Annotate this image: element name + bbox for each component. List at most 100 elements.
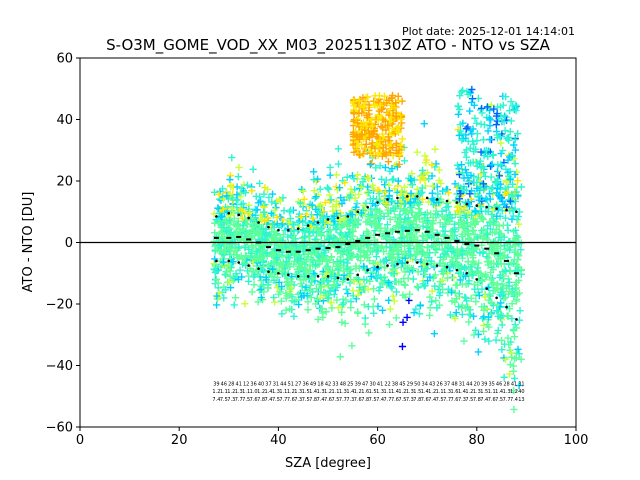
scatter-point xyxy=(498,207,506,215)
scatter-point xyxy=(327,298,335,307)
scatter-point xyxy=(495,233,503,242)
scatter-point xyxy=(376,162,384,170)
scatter-point xyxy=(344,222,352,230)
scatter-point xyxy=(338,234,347,242)
scatter-point xyxy=(481,172,489,181)
scatter-point xyxy=(322,308,330,316)
bin-annotation: 7.5 xyxy=(272,397,280,403)
scatter-point xyxy=(413,148,421,156)
scatter-point xyxy=(336,263,345,272)
scatter-point xyxy=(341,179,349,187)
scatter-point xyxy=(408,208,416,216)
scatter-point xyxy=(479,136,488,144)
scatter-point xyxy=(470,147,478,156)
scatter-point xyxy=(504,312,512,320)
scatter-point xyxy=(285,218,293,227)
scatter-point xyxy=(497,180,505,188)
scatter-point xyxy=(225,216,234,224)
bin-annotation: 7.6 xyxy=(488,397,496,403)
scatter-point xyxy=(259,262,268,271)
scatter-point xyxy=(512,106,520,115)
scatter-point xyxy=(426,293,434,301)
scatter-point xyxy=(359,94,367,102)
scatter-point xyxy=(211,268,219,277)
scatter-point xyxy=(320,242,328,251)
scatter-point xyxy=(400,157,409,165)
scatter-point xyxy=(504,334,512,342)
scatter-point xyxy=(512,235,520,244)
scatter-point xyxy=(510,405,518,414)
bin-annotation: 1.3 xyxy=(406,389,414,395)
scatter-point xyxy=(374,149,382,157)
std-mark xyxy=(326,218,330,221)
scatter-point xyxy=(409,275,417,283)
scatter-point xyxy=(311,194,319,202)
scatter-point xyxy=(351,215,360,223)
bin-annotation: 36 xyxy=(250,381,256,387)
bin-annotation: 50 xyxy=(414,381,420,387)
scatter-point xyxy=(399,194,407,202)
scatter-point xyxy=(440,250,448,258)
std-mark xyxy=(396,262,399,266)
scatter-point xyxy=(423,235,431,243)
scatter-point xyxy=(511,170,519,179)
scatter-point xyxy=(273,273,281,281)
scatter-point xyxy=(326,234,334,242)
y-tick-label: 0 xyxy=(65,236,73,251)
scatter-point xyxy=(346,269,354,278)
scatter-point xyxy=(236,266,244,274)
bin-annotation: 28 xyxy=(228,381,234,387)
scatter-point xyxy=(429,226,437,234)
bin-annotation: 51 xyxy=(288,381,294,387)
scatter-point xyxy=(350,175,358,183)
scatter-point xyxy=(406,290,414,298)
scatter-point xyxy=(465,310,473,318)
y-tick-label: 40 xyxy=(56,113,73,128)
bin-annotation: 1.2 xyxy=(227,389,235,395)
scatter-point xyxy=(517,266,525,274)
scatter-point xyxy=(219,195,228,203)
scatter-point xyxy=(358,242,366,250)
scatter-point xyxy=(264,284,272,292)
scatter-point xyxy=(499,146,507,155)
scatter-point xyxy=(360,301,369,309)
scatter-point xyxy=(420,282,428,290)
scatter-point xyxy=(235,163,243,172)
scatter-point xyxy=(506,128,514,136)
bin-annotation: 7.7 xyxy=(339,397,347,403)
scatter-point xyxy=(338,301,347,309)
scatter-point xyxy=(333,209,341,218)
scatter-point xyxy=(487,116,495,124)
scatter-point xyxy=(329,207,337,215)
std-mark xyxy=(515,210,518,214)
scatter-point xyxy=(446,311,454,319)
scatter-point xyxy=(373,139,381,148)
scatter-point xyxy=(336,353,344,361)
scatter-point xyxy=(238,273,246,281)
scatter-point xyxy=(454,110,463,118)
std-mark xyxy=(505,208,508,212)
scatter-point xyxy=(474,348,482,356)
scatter-point xyxy=(325,294,333,302)
scatter-point xyxy=(392,222,401,230)
scatter-point xyxy=(366,160,374,169)
scatter-point xyxy=(264,185,272,194)
scatter-point xyxy=(504,253,512,261)
scatter-point xyxy=(511,146,520,154)
scatter-point xyxy=(241,244,249,252)
scatter-point xyxy=(336,184,344,192)
y-tick-label: −20 xyxy=(46,298,73,313)
scatter-point xyxy=(473,129,482,138)
bin-annotation: 47 xyxy=(362,381,368,387)
bin-annotation: 1.5 xyxy=(302,389,310,395)
std-mark xyxy=(247,216,250,220)
scatter-point xyxy=(405,296,413,305)
scatter-point xyxy=(424,198,432,206)
scatter-point xyxy=(473,136,481,145)
scatter-point xyxy=(467,211,476,219)
scatter-point xyxy=(243,220,252,228)
scatter-point xyxy=(252,192,260,200)
scatter-point xyxy=(377,105,386,114)
bin-annotation: 41 xyxy=(377,381,383,387)
scatter-point xyxy=(508,215,516,223)
